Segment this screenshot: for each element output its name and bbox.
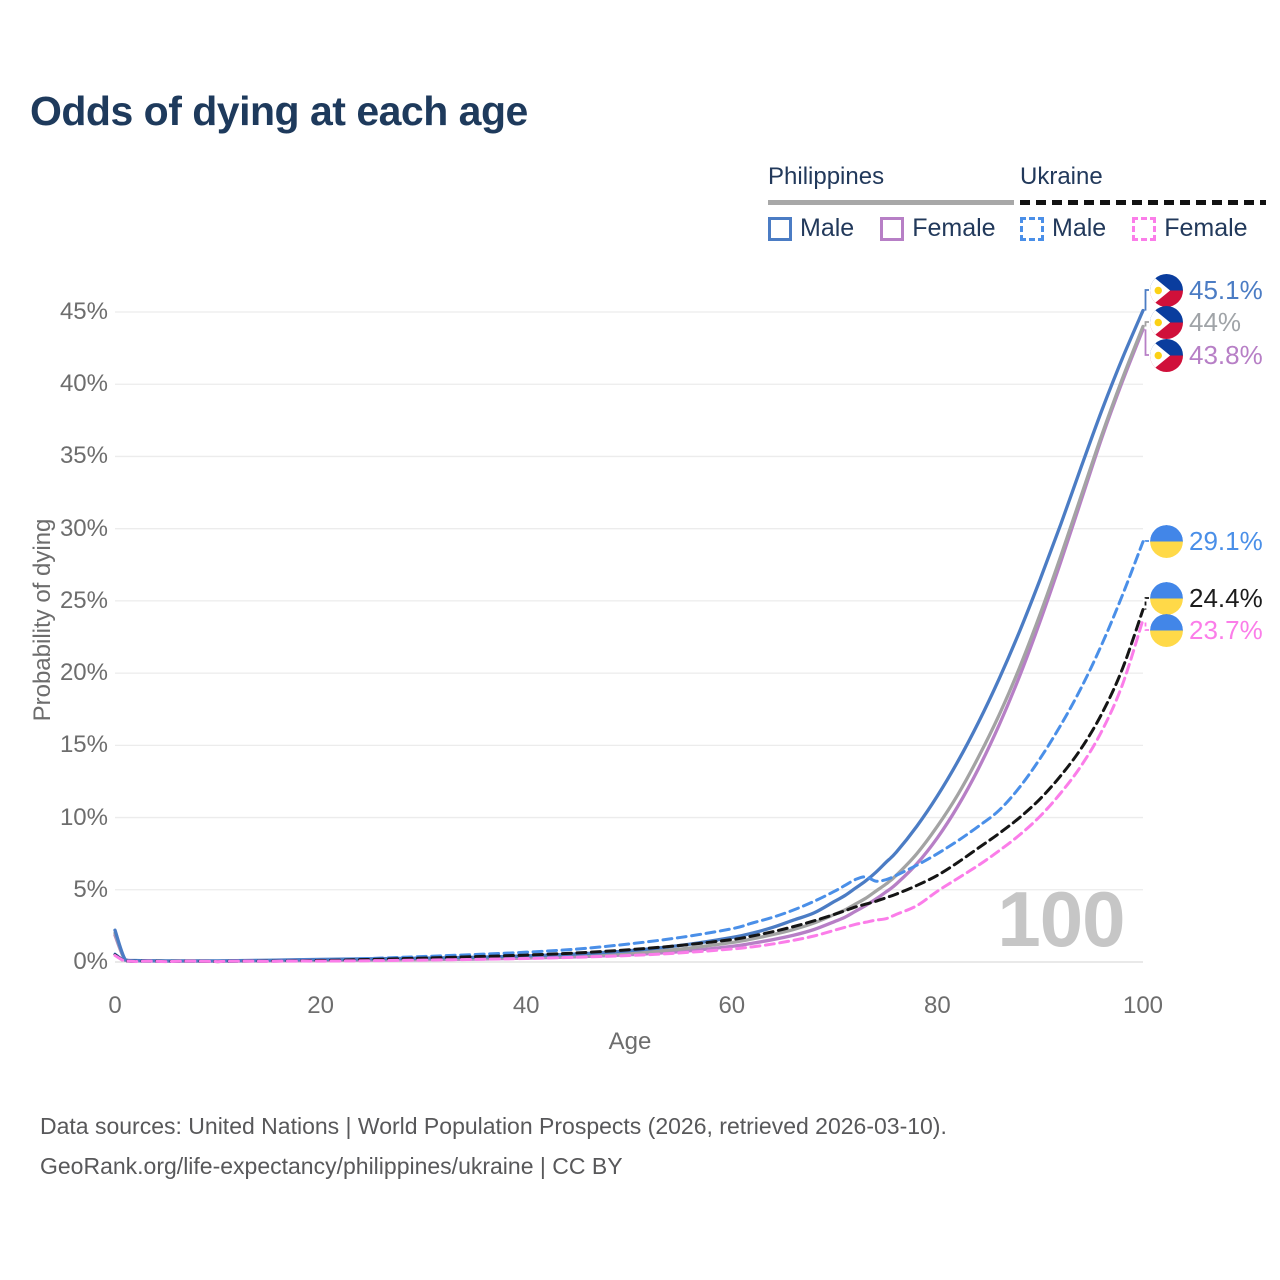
legend-ukraine-male-label[interactable]: Male bbox=[1052, 214, 1107, 242]
x-tick-label: 60 bbox=[718, 992, 746, 1019]
end-label-ukraine-total: 24.4% bbox=[1150, 581, 1263, 615]
end-label-value: 29.1% bbox=[1189, 525, 1263, 556]
end-label-value: 24.4% bbox=[1189, 582, 1263, 613]
x-tick-label: 100 bbox=[1122, 992, 1164, 1019]
leader-line-ukraine-total bbox=[1144, 597, 1149, 610]
x-axis-title: Age bbox=[608, 1028, 652, 1055]
legend-philippines-female-label[interactable]: Female bbox=[912, 214, 996, 242]
ukraine-total-line-swatch bbox=[1020, 200, 1266, 205]
series-line-philippines-male[interactable] bbox=[113, 308, 1145, 963]
philippines-flag-icon bbox=[1150, 305, 1183, 339]
philippines-flag-icon bbox=[1150, 338, 1183, 372]
end-label-ukraine-female: 23.7% bbox=[1150, 613, 1263, 647]
end-label-value: 45.1% bbox=[1189, 274, 1263, 305]
y-tick-label: 30% bbox=[59, 514, 108, 542]
leader-line-philippines-total bbox=[1144, 321, 1149, 327]
legend-philippines-label[interactable]: Philippines bbox=[768, 163, 885, 190]
philippines-female-swatch[interactable] bbox=[880, 216, 905, 241]
y-tick-label: 45% bbox=[59, 298, 108, 326]
leader-line-philippines-female bbox=[1144, 329, 1149, 356]
data-source-line: Data sources: United Nations | World Pop… bbox=[40, 1113, 947, 1139]
end-label-philippines-male: 45.1% bbox=[1150, 273, 1263, 307]
ukraine-flag-icon bbox=[1150, 613, 1183, 647]
end-label-value: 44% bbox=[1189, 306, 1242, 337]
end-label-philippines-total: 44% bbox=[1150, 305, 1241, 339]
ukraine-male-swatch[interactable] bbox=[1020, 216, 1044, 241]
series-line-philippines-total[interactable] bbox=[113, 324, 1145, 963]
philippines-total-line-swatch bbox=[768, 200, 1014, 205]
x-tick-label: 20 bbox=[307, 992, 334, 1019]
legend-ukraine-female-label[interactable]: Female bbox=[1164, 214, 1248, 242]
end-label-philippines-female: 43.8% bbox=[1150, 338, 1263, 372]
ukraine-flag-icon bbox=[1150, 524, 1183, 558]
legend-group-ukraine: Ukraine Male Female bbox=[1020, 163, 1266, 243]
leader-line-ukraine-male bbox=[1144, 540, 1149, 542]
philippines-male-swatch[interactable] bbox=[768, 216, 792, 241]
legend-group-philippines: Philippines Male Female bbox=[768, 163, 1014, 243]
page-title: Odds of dying at each age bbox=[30, 88, 528, 134]
y-tick-label: 25% bbox=[59, 586, 108, 614]
age-watermark: 100 bbox=[997, 875, 1125, 963]
leader-line-philippines-male bbox=[1144, 289, 1149, 311]
legend-philippines-male-label[interactable]: Male bbox=[800, 214, 855, 242]
y-tick-label: 0% bbox=[73, 948, 108, 975]
footer: Data sources: United Nations | World Pop… bbox=[40, 1106, 947, 1186]
end-label-value: 43.8% bbox=[1189, 339, 1263, 370]
series-line-philippines-female[interactable] bbox=[113, 327, 1145, 963]
y-tick-label: 35% bbox=[59, 442, 108, 470]
ukraine-flag-icon bbox=[1150, 581, 1183, 615]
leader-line-ukraine-female bbox=[1144, 619, 1149, 631]
y-tick-label: 10% bbox=[59, 803, 108, 831]
x-tick-label: 0 bbox=[108, 992, 122, 1019]
legend-ukraine-label[interactable]: Ukraine bbox=[1020, 163, 1103, 190]
x-tick-label: 40 bbox=[512, 992, 540, 1019]
y-tick-label: 20% bbox=[59, 659, 108, 687]
attribution-line: GeoRank.org/life-expectancy/philippines/… bbox=[40, 1153, 623, 1179]
end-label-value: 23.7% bbox=[1189, 614, 1263, 645]
x-tick-label: 80 bbox=[924, 992, 951, 1019]
y-tick-label: 40% bbox=[59, 370, 108, 398]
ukraine-female-swatch[interactable] bbox=[1132, 216, 1157, 241]
end-label-ukraine-male: 29.1% bbox=[1150, 524, 1263, 558]
philippines-flag-icon bbox=[1150, 273, 1183, 307]
series-line-ukraine-female[interactable] bbox=[113, 618, 1145, 964]
y-tick-label: 15% bbox=[59, 731, 108, 759]
y-tick-label: 5% bbox=[73, 875, 108, 903]
